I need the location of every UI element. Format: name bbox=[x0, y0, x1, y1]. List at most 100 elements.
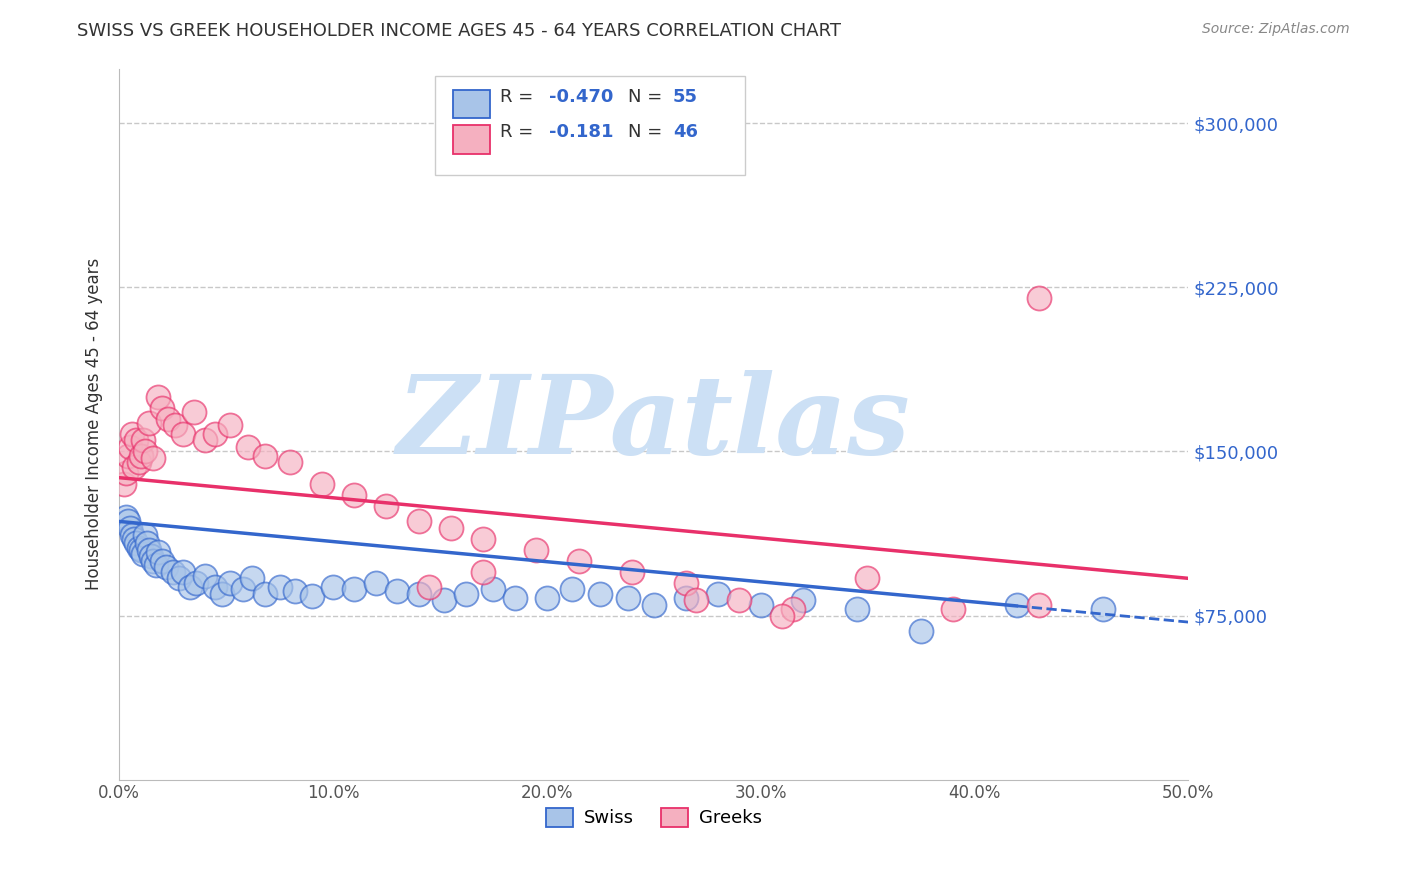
Point bbox=[219, 418, 242, 433]
Point bbox=[128, 541, 150, 555]
Point bbox=[253, 449, 276, 463]
Point bbox=[536, 591, 558, 605]
Point bbox=[141, 549, 163, 564]
Point bbox=[146, 390, 169, 404]
Point bbox=[856, 571, 879, 585]
Point bbox=[172, 565, 194, 579]
Text: R =: R = bbox=[499, 123, 544, 141]
Text: 55: 55 bbox=[673, 87, 697, 106]
Text: ZIPatlas: ZIPatlas bbox=[396, 370, 911, 478]
Point bbox=[132, 547, 155, 561]
Point bbox=[236, 440, 259, 454]
Point bbox=[471, 565, 494, 579]
Bar bbox=[453, 90, 491, 119]
Point bbox=[301, 589, 323, 603]
Point bbox=[145, 558, 167, 573]
Point bbox=[136, 536, 159, 550]
Point bbox=[112, 477, 135, 491]
Point bbox=[471, 532, 494, 546]
Point bbox=[433, 593, 456, 607]
Point bbox=[157, 411, 180, 425]
Point bbox=[311, 477, 333, 491]
Point bbox=[122, 459, 145, 474]
Point bbox=[117, 515, 139, 529]
Point bbox=[162, 565, 184, 579]
Point bbox=[204, 426, 226, 441]
Point bbox=[125, 536, 148, 550]
Point bbox=[138, 542, 160, 557]
Point bbox=[1028, 291, 1050, 305]
Point bbox=[138, 416, 160, 430]
Point bbox=[343, 582, 366, 597]
Point bbox=[385, 584, 408, 599]
Point bbox=[536, 149, 558, 163]
Point bbox=[482, 582, 505, 597]
Point bbox=[792, 593, 814, 607]
Point bbox=[364, 575, 387, 590]
Point bbox=[408, 515, 430, 529]
Point bbox=[117, 449, 139, 463]
Point bbox=[204, 580, 226, 594]
Point bbox=[211, 587, 233, 601]
Point bbox=[194, 569, 217, 583]
Point bbox=[183, 405, 205, 419]
Point bbox=[129, 542, 152, 557]
Point bbox=[418, 580, 440, 594]
Point bbox=[643, 598, 665, 612]
Point bbox=[232, 582, 254, 597]
Point bbox=[568, 554, 591, 568]
Point bbox=[454, 587, 477, 601]
FancyBboxPatch shape bbox=[434, 76, 745, 175]
Point bbox=[408, 587, 430, 601]
Legend: Swiss, Greeks: Swiss, Greeks bbox=[538, 801, 769, 835]
Point bbox=[770, 608, 793, 623]
Point bbox=[194, 434, 217, 448]
Point bbox=[186, 575, 208, 590]
Point bbox=[219, 575, 242, 590]
Point bbox=[675, 591, 697, 605]
Point bbox=[503, 591, 526, 605]
Point bbox=[172, 426, 194, 441]
Text: SWISS VS GREEK HOUSEHOLDER INCOME AGES 45 - 64 YEARS CORRELATION CHART: SWISS VS GREEK HOUSEHOLDER INCOME AGES 4… bbox=[77, 22, 841, 40]
Point bbox=[142, 554, 165, 568]
Point bbox=[910, 624, 932, 638]
Point bbox=[343, 488, 366, 502]
Y-axis label: Householder Income Ages 45 - 64 years: Householder Income Ages 45 - 64 years bbox=[86, 258, 103, 591]
Text: Source: ZipAtlas.com: Source: ZipAtlas.com bbox=[1202, 22, 1350, 37]
Point bbox=[114, 467, 136, 481]
Point bbox=[132, 434, 155, 448]
Point bbox=[146, 545, 169, 559]
Text: 46: 46 bbox=[673, 123, 697, 141]
Point bbox=[121, 426, 143, 441]
Point bbox=[167, 571, 190, 585]
Point bbox=[125, 434, 148, 448]
Point bbox=[163, 418, 186, 433]
Point bbox=[129, 449, 152, 463]
Point bbox=[322, 580, 344, 594]
Point bbox=[589, 587, 612, 601]
Text: N =: N = bbox=[628, 87, 668, 106]
Point bbox=[845, 602, 868, 616]
Point bbox=[685, 593, 707, 607]
Point bbox=[617, 591, 640, 605]
Point bbox=[707, 587, 730, 601]
Point bbox=[942, 602, 965, 616]
Text: N =: N = bbox=[628, 123, 668, 141]
Point bbox=[269, 580, 291, 594]
Point bbox=[118, 440, 141, 454]
Point bbox=[1091, 602, 1114, 616]
Point bbox=[142, 450, 165, 465]
Point bbox=[121, 527, 143, 541]
Point bbox=[253, 587, 276, 601]
Point bbox=[1028, 598, 1050, 612]
Point bbox=[134, 527, 156, 541]
Point bbox=[179, 580, 201, 594]
Point bbox=[728, 593, 751, 607]
Point bbox=[284, 584, 307, 599]
Point bbox=[155, 560, 177, 574]
Text: -0.470: -0.470 bbox=[548, 87, 613, 106]
Text: R =: R = bbox=[499, 87, 538, 106]
Point bbox=[240, 571, 263, 585]
Point bbox=[375, 499, 398, 513]
Point bbox=[440, 521, 463, 535]
